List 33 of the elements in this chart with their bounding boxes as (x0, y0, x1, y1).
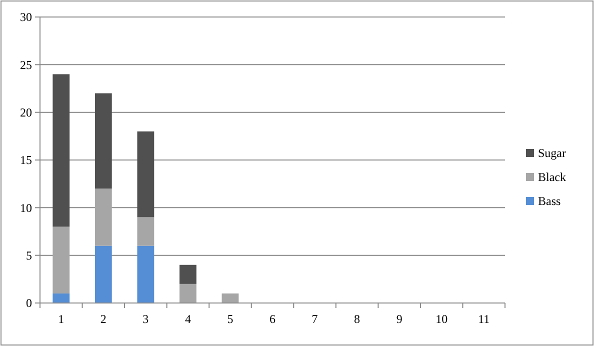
legend-label: Bass (538, 194, 561, 208)
bar (94, 93, 112, 189)
y-tick-label: 20 (20, 106, 32, 120)
x-tick-label: 5 (227, 312, 234, 326)
bar (137, 246, 154, 303)
legend-label: Sugar (538, 146, 566, 160)
y-tick-label: 30 (20, 10, 32, 24)
bar (52, 74, 70, 227)
y-tick-label: 5 (26, 248, 32, 263)
bar (222, 293, 239, 303)
bar (94, 246, 112, 303)
legend-label: Black (538, 170, 566, 184)
bar (94, 188, 112, 246)
x-tick-label: 2 (100, 312, 106, 326)
x-tick-label: 11 (478, 312, 490, 326)
x-tick-label: 6 (270, 312, 276, 326)
x-tick-label: 4 (184, 312, 191, 326)
y-tick-label: 25 (20, 58, 32, 72)
x-tick-label: 7 (312, 312, 318, 326)
bar (137, 217, 154, 246)
y-tick-label: 10 (20, 200, 32, 215)
bar (180, 284, 196, 303)
bar (52, 293, 70, 303)
y-tick-label: 0 (26, 296, 32, 310)
x-tick-label: 3 (142, 312, 149, 326)
x-tick-label: 10 (436, 312, 448, 326)
bar (52, 226, 70, 294)
y-tick-label: 15 (20, 153, 32, 168)
bar (137, 131, 154, 218)
bar (180, 264, 196, 284)
x-tick-label: 8 (354, 312, 360, 326)
x-tick-label: 1 (58, 312, 64, 326)
x-tick-label: 9 (396, 312, 402, 326)
